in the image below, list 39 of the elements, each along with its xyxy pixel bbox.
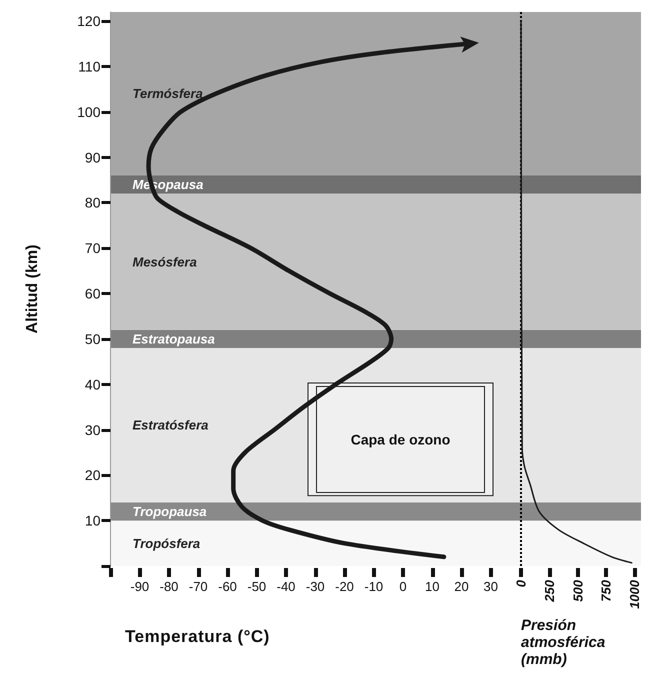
x-tick-label: -90	[130, 579, 150, 594]
x-axis-title: Temperatura (°C)	[125, 627, 270, 647]
x-tick-label: -50	[247, 579, 266, 594]
x-tick-label: -10	[364, 579, 384, 594]
x-tick-label: -80	[160, 579, 178, 594]
y-tick-label: 120	[77, 13, 101, 30]
band-label: Tropósfera	[132, 536, 200, 551]
x-tick-label: -40	[276, 579, 296, 594]
y-tick-label: 40	[84, 376, 101, 392]
band-label: Capa de ozono	[350, 431, 450, 448]
band-label: Mesósfera	[132, 254, 197, 270]
band-label: Estratósfera	[132, 418, 208, 433]
band-label: Termósfera	[132, 86, 203, 102]
y-tick-label: 100	[77, 104, 101, 120]
x2-tick-label: 750	[598, 579, 614, 602]
x-tick-label: -60	[218, 579, 237, 594]
x-tick-label: 0	[399, 579, 407, 594]
y-tick-label: 110	[78, 58, 101, 74]
y-tick-label: 80	[84, 194, 101, 211]
band-label: Estratopausa	[132, 331, 215, 346]
x2-tick-label: 250	[542, 579, 557, 603]
x-tick-label: -20	[335, 579, 354, 594]
y-tick-label: 90	[84, 149, 101, 166]
x-tick-label: 20	[454, 579, 469, 594]
y-tick-label: 30	[84, 422, 101, 438]
x-tick-label: 30	[484, 579, 498, 594]
x-tick-label: -30	[306, 579, 325, 594]
x2-axis-title: Presión atmosférica (mmb)	[521, 617, 606, 668]
x-tick-label: 10	[425, 579, 440, 594]
y-tick-label: 10	[84, 512, 101, 529]
band-label: Tropopausa	[132, 504, 207, 520]
x2-tick-label: 1000	[627, 579, 642, 609]
y-tick-label: 70	[84, 240, 101, 256]
x-tick-label: -70	[188, 579, 208, 594]
y-tick-label: 20	[84, 467, 101, 484]
y-tick-label: 50	[84, 330, 101, 347]
x2-tick-label: 500	[570, 579, 586, 602]
y-axis-title: Altitud (km)	[24, 244, 41, 334]
y-tick-label: 60	[84, 286, 101, 302]
